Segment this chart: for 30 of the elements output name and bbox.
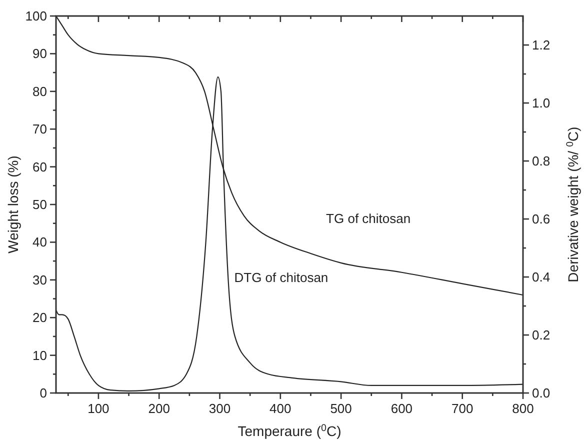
y-tick-label: 70: [32, 122, 47, 137]
y-tick-label: 80: [32, 84, 47, 99]
y2-tick-label: 1.2: [532, 38, 550, 52]
y2-tick-label: 1.0: [532, 96, 550, 110]
y-tick-label: 90: [32, 46, 47, 62]
y-tick-label: 30: [32, 272, 47, 288]
text: TG of chitosan: [326, 210, 411, 226]
y-tick-label: 50: [32, 197, 47, 212]
series-label: DTG of chitosan: [234, 270, 328, 285]
x-tick-label: 700: [452, 401, 474, 416]
y-tick-label: 100: [25, 8, 47, 24]
y-tick-label: 40: [32, 234, 47, 250]
text: 0.0: [532, 386, 550, 400]
y-tick-label: 0: [40, 386, 47, 400]
x-tick-label: 200: [148, 401, 170, 416]
y-tick-label: 10: [32, 348, 47, 363]
y2-tick-label: 0.4: [532, 270, 550, 284]
x-tick-label: 300: [208, 401, 231, 416]
y2-tick-label: 0.8: [532, 154, 550, 168]
x-tick-label: 600: [390, 401, 413, 416]
y2-tick-label: 0.6: [532, 212, 550, 226]
x-axis-title: Temperaure ($^{0}$C): [238, 422, 342, 439]
x-tick-label: 500: [330, 401, 352, 416]
x-tick-label: 100: [88, 401, 110, 416]
x-tick-label: 800: [512, 401, 534, 416]
y-axis-title: Weight loss (%): [5, 156, 21, 254]
y-tick-label: 60: [32, 159, 47, 174]
x-tick-label: 400: [270, 401, 292, 416]
y-tick-label: 20: [32, 310, 47, 326]
y2-tick-label: 0.2: [532, 328, 550, 342]
